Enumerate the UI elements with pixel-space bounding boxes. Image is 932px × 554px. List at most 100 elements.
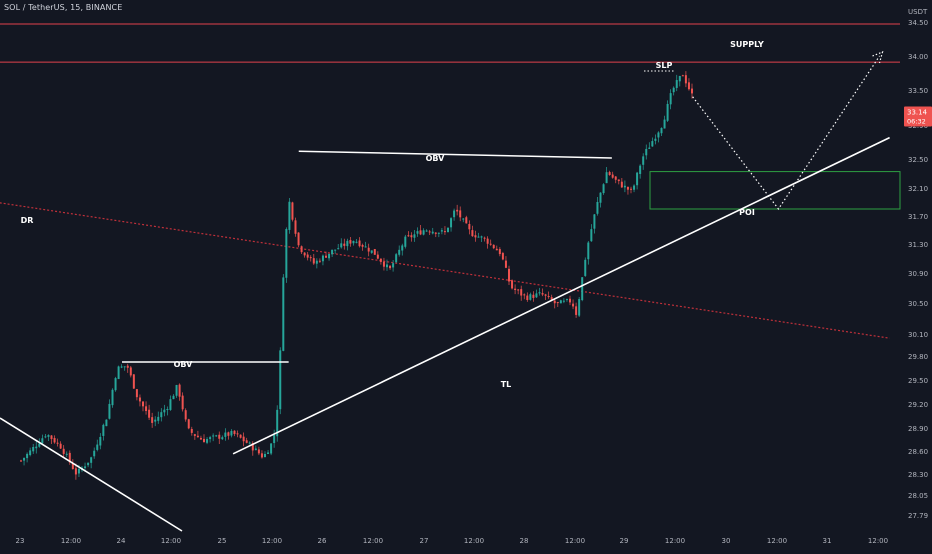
candle-down (508, 268, 510, 282)
x-tick-label: 12:00 (262, 537, 282, 545)
candle-up (666, 103, 669, 121)
x-tick-label: 12:00 (767, 537, 787, 545)
candle-down (626, 186, 629, 190)
candle-down (373, 249, 376, 255)
y-tick-label: 30.90 (908, 270, 928, 278)
annotation-label-supply: SUPPLY (730, 40, 764, 49)
candle-up (593, 214, 596, 229)
candle-down (465, 217, 468, 224)
candle-down (492, 244, 495, 249)
candle-up (422, 230, 425, 235)
candle-down (145, 406, 148, 411)
x-tick-label: 23 (16, 537, 25, 545)
current-price-value: 33.14 (907, 108, 928, 116)
candle-up (639, 165, 642, 174)
candle-down (575, 306, 578, 315)
candle-down (196, 435, 199, 438)
candle-up (35, 446, 38, 449)
candle-up (32, 446, 35, 452)
candle-down (218, 434, 221, 439)
candle-down (511, 280, 514, 289)
candle-up (440, 230, 443, 232)
candle-down (142, 401, 144, 407)
y-tick-label: 28.90 (908, 425, 928, 433)
candle-down (376, 254, 379, 259)
candle-down (541, 293, 544, 295)
candle-down (20, 460, 22, 462)
y-tick-label: 31.30 (908, 241, 928, 249)
candle-up (123, 366, 126, 368)
candle-down (389, 265, 392, 269)
candle-down (184, 410, 187, 420)
candle-down (471, 230, 474, 237)
x-tick-label: 28 (520, 537, 529, 545)
candle-down (407, 235, 410, 237)
trendline (232, 136, 890, 455)
candle-up (224, 432, 227, 437)
y-tick-label: 27.79 (908, 512, 928, 520)
candle-up (169, 399, 172, 410)
candle-up (529, 294, 532, 300)
candle-up (669, 93, 672, 105)
candle-up (47, 435, 50, 437)
candle-up (163, 409, 166, 413)
candle-up (431, 231, 434, 234)
candle-up (425, 230, 428, 232)
candle-up (675, 80, 678, 88)
candle-down (498, 249, 501, 255)
candle-down (129, 367, 132, 376)
y-tick-label: 29.50 (908, 377, 928, 385)
candle-up (599, 192, 602, 203)
candle-down (532, 294, 535, 298)
candle-up (230, 430, 233, 436)
candle-down (260, 453, 263, 458)
candle-down (358, 240, 361, 247)
candle-down (419, 230, 422, 235)
candle-up (660, 128, 663, 134)
candle-down (318, 260, 321, 262)
candle-up (352, 240, 355, 244)
y-tick-label: 32.50 (908, 156, 928, 164)
annotation-label-poi: POI (739, 208, 755, 217)
candle-down (74, 468, 77, 475)
candle-up (657, 132, 660, 138)
candle-up (447, 227, 449, 232)
candle-up (648, 147, 651, 149)
candle-down (684, 75, 687, 84)
dr-dotted-line (0, 202, 890, 339)
candle-down (294, 220, 297, 234)
x-tick-label: 27 (420, 537, 429, 545)
candle-down (138, 397, 141, 402)
candle-up (605, 172, 608, 184)
candle-up (587, 242, 590, 260)
candle-up (84, 466, 87, 469)
candle-up (172, 395, 175, 400)
candle-up (77, 468, 80, 474)
candle-up (105, 419, 108, 427)
candle-up (654, 138, 657, 141)
candle-up (663, 119, 666, 129)
candle-up (111, 389, 114, 406)
candle-up (565, 299, 568, 301)
candle-up (480, 236, 483, 238)
candle-down (236, 433, 239, 435)
x-tick-label: 12:00 (868, 537, 888, 545)
candle-up (331, 249, 334, 255)
candle-up (581, 277, 584, 301)
candle-down (135, 389, 138, 398)
candle-down (233, 430, 236, 434)
candle-up (285, 228, 288, 278)
candle-down (523, 294, 526, 296)
candle-down (62, 448, 65, 454)
candle-up (364, 246, 367, 248)
candle-up (538, 292, 541, 294)
candle-down (187, 419, 190, 429)
candle-up (273, 434, 276, 444)
candle-up (401, 245, 404, 251)
candle-up (398, 249, 401, 255)
candle-down (620, 181, 623, 188)
candle-up (315, 260, 318, 264)
candle-up (636, 172, 639, 186)
